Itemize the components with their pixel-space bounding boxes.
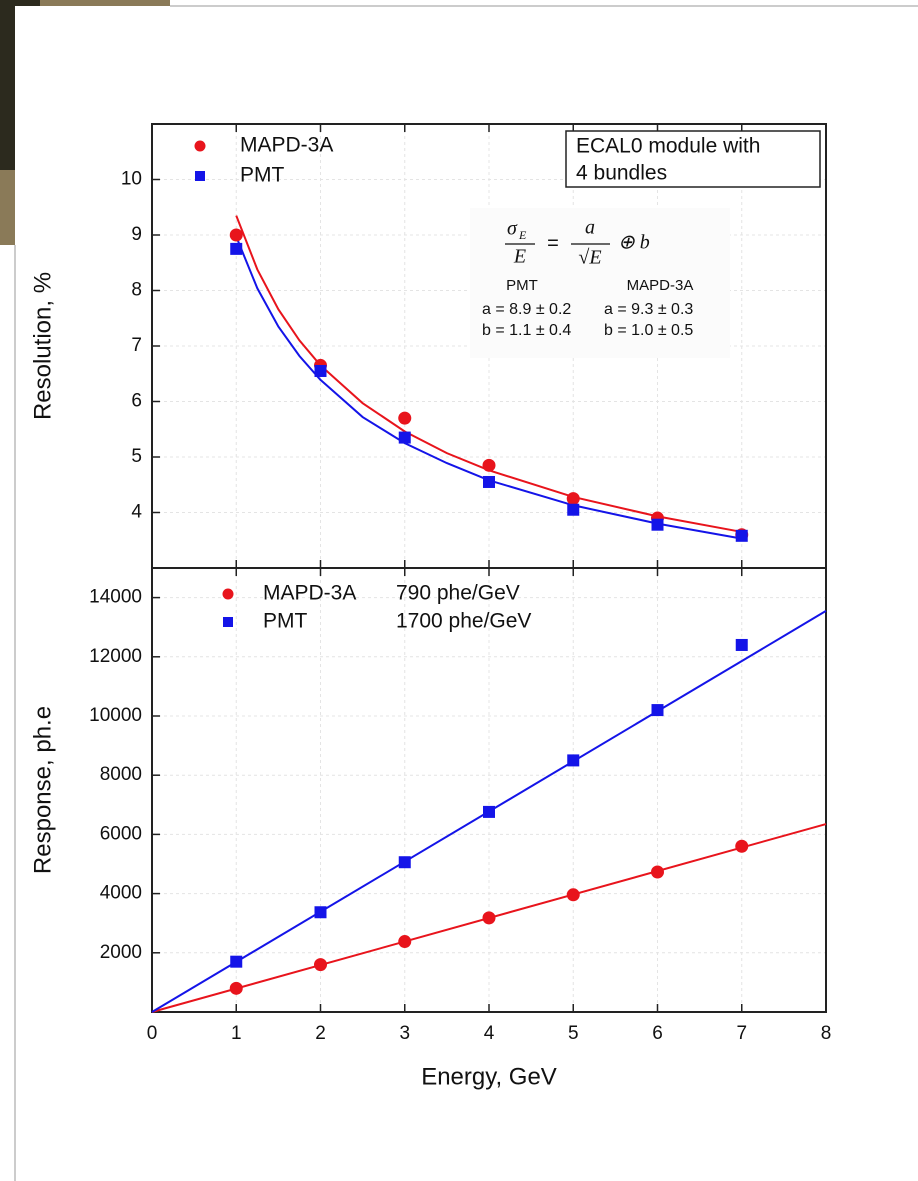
- legend-label: PMT: [240, 164, 285, 187]
- marker: [314, 958, 327, 972]
- annotation-box: [565, 130, 821, 188]
- marker: [483, 805, 495, 818]
- y-tick-label: 7: [131, 335, 142, 356]
- marker: [229, 228, 243, 242]
- legend-label: PMT: [263, 610, 308, 633]
- fit-table-cell: b = 1.1 ± 0.4: [482, 322, 571, 339]
- fit-line: [235, 236, 742, 540]
- fit-table-cell: a = 9.3 ± 0.3: [604, 301, 693, 318]
- formula: σ: [507, 218, 518, 240]
- formula: E: [513, 246, 526, 268]
- annotation: 4 bundles: [576, 162, 667, 185]
- x-tick-label: 5: [568, 1023, 579, 1044]
- y-tick-label: 6: [131, 391, 142, 412]
- legend-marker: [223, 617, 233, 627]
- marker: [735, 529, 748, 542]
- formula: √E: [578, 247, 601, 269]
- legend-label: MAPD-3A: [240, 134, 333, 157]
- marker: [482, 911, 496, 925]
- marker: [314, 906, 327, 919]
- legend-note: 1700 phe/GeV: [396, 610, 531, 633]
- marker: [567, 754, 580, 767]
- y-tick-label: 10: [121, 169, 142, 190]
- y-tick-label: 8: [131, 280, 142, 301]
- fit-table-cell: b = 1.0 ± 0.5: [604, 322, 693, 339]
- marker: [735, 638, 748, 651]
- y-tick-label: 12000: [89, 646, 142, 667]
- plot-frame: [151, 567, 827, 1013]
- y-tick-label: 4: [131, 502, 142, 523]
- formula: a: [585, 217, 595, 239]
- x-tick-label: 7: [736, 1023, 747, 1044]
- x-tick-label: 3: [399, 1023, 410, 1044]
- x-axis-label: Energy, GeV: [421, 1063, 557, 1090]
- marker: [651, 518, 664, 531]
- legend-marker: [195, 171, 205, 181]
- legend-marker: [194, 140, 206, 152]
- marker: [567, 503, 580, 516]
- x-tick-label: 1: [231, 1023, 242, 1044]
- marker: [483, 475, 495, 488]
- formula-bg: [470, 208, 730, 358]
- marker: [398, 431, 411, 444]
- y-tick-label: 14000: [89, 587, 142, 608]
- marker: [482, 458, 496, 472]
- formula: =: [547, 232, 559, 254]
- marker: [398, 411, 412, 425]
- marker: [398, 935, 412, 949]
- page-panel: [15, 6, 918, 1181]
- y-tick-label: 2000: [100, 942, 142, 963]
- y-tick-label: 4000: [100, 883, 142, 904]
- y-axis-label: Response, ph.e: [29, 706, 56, 874]
- marker: [566, 492, 580, 506]
- marker: [229, 981, 243, 995]
- x-tick-label: 2: [315, 1023, 326, 1044]
- x-tick-label: 8: [821, 1023, 832, 1044]
- fit-table-cell: a = 8.9 ± 0.2: [482, 301, 571, 318]
- marker: [398, 856, 411, 869]
- fit-table-header: MAPD-3A: [627, 277, 694, 294]
- marker: [651, 865, 664, 879]
- fit-line: [235, 215, 742, 533]
- x-tick-label: 6: [652, 1023, 663, 1044]
- x-tick-label: 4: [484, 1023, 495, 1044]
- marker: [230, 242, 243, 255]
- y-tick-label: 6000: [100, 823, 142, 844]
- marker: [651, 704, 664, 717]
- legend-label: MAPD-3A: [263, 582, 356, 605]
- formula: E: [518, 228, 527, 242]
- legend-marker: [222, 588, 234, 600]
- marker: [566, 888, 580, 902]
- annotation: ECAL0 module with: [576, 135, 760, 158]
- marker: [230, 955, 243, 968]
- marker: [735, 839, 749, 853]
- y-tick-label: 8000: [100, 764, 142, 785]
- x-tick-label: 0: [147, 1023, 158, 1044]
- formula: ⊕ b: [618, 232, 650, 254]
- y-tick-label: 5: [131, 446, 142, 467]
- y-tick-label: 10000: [89, 705, 142, 726]
- y-tick-label: 9: [131, 224, 142, 245]
- y-axis-label: Resolution, %: [29, 272, 56, 420]
- legend-note: 790 phe/GeV: [396, 582, 520, 605]
- marker: [314, 364, 327, 377]
- fit-table-header: PMT: [506, 277, 538, 294]
